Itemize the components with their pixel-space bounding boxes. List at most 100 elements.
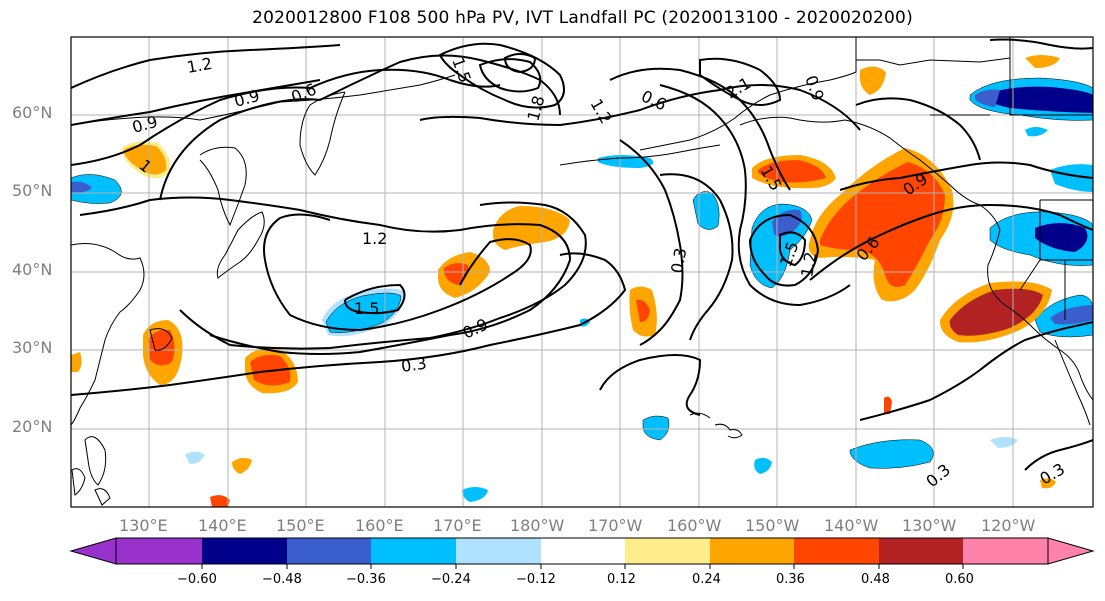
coast-canada-inland <box>856 37 1093 116</box>
lon-label: 160°W <box>667 516 722 535</box>
contour-big-loop <box>159 54 561 201</box>
lon-label: 170°W <box>588 516 643 535</box>
shade-pos-20n-a <box>232 457 252 474</box>
contour-east-big <box>659 84 851 307</box>
shade-neg-ne-core <box>985 86 1093 113</box>
shade-pos-130e-core <box>148 329 175 366</box>
shade-pos-ne-small <box>859 66 886 95</box>
colorbar-tick-label: 0.36 <box>776 572 805 587</box>
colorbar-tick-label: 0.48 <box>861 572 890 587</box>
colorbar-seg <box>202 538 287 564</box>
coast-aleutians <box>559 144 721 166</box>
coast-okhotsk <box>199 146 247 227</box>
contour-0-3-se <box>1024 439 1093 471</box>
colorbar-tick-label: 0.60 <box>945 572 974 587</box>
lat-label: 30°N <box>12 338 53 357</box>
contour-1-8-loop <box>478 58 542 93</box>
lat-label: 40°N <box>12 260 53 279</box>
contour-east-loop <box>748 213 820 287</box>
lon-label: 140°W <box>824 516 879 535</box>
lat-label: 20°N <box>12 417 53 436</box>
shade-neg-20n-c <box>462 487 488 502</box>
shade-pos-west-50n-core <box>124 144 167 175</box>
contour-1-2-nw <box>71 44 341 89</box>
shade-neg-ne-small <box>1025 127 1048 137</box>
coast-japan <box>216 211 265 279</box>
contour-ne-arc <box>855 97 981 161</box>
coast-us-states <box>1019 199 1093 320</box>
contour-label: 1.2 <box>185 54 213 77</box>
shade-neg-nw-pacific <box>71 174 122 204</box>
coast-ph-islands <box>71 468 111 506</box>
contour-label: 1.2 <box>587 96 616 128</box>
contour-label: 1.5 <box>354 299 379 318</box>
shade-neg-20n-d <box>754 457 772 474</box>
contour-0-9-nw <box>71 79 321 126</box>
shade-neg-20n-a <box>642 415 670 441</box>
shade-pos-150w-core <box>758 160 826 183</box>
shade-pos-125w-core <box>949 288 1043 336</box>
colorbar-tick-label: 0.24 <box>692 572 721 587</box>
graticule <box>71 37 1093 507</box>
map-title: 2020012800 F108 500 hPa PV, IVT Landfall… <box>252 8 913 28</box>
shade-pos-175w <box>493 206 570 250</box>
contour-0-9-east <box>839 161 1093 191</box>
contour-center-wide <box>419 84 861 131</box>
contour-label: 1.8 <box>524 94 549 124</box>
contour-0-3-vertical <box>619 139 734 346</box>
contour-label: 1.2 <box>797 250 820 278</box>
coast-kamchatka <box>299 91 346 176</box>
shade-pos-ne-small2 <box>1025 55 1060 68</box>
colorbar-seg <box>371 538 456 564</box>
shade-neg-20n-e <box>185 451 205 464</box>
lon-label: 130°W <box>902 516 957 535</box>
coast-hawaii <box>689 412 743 439</box>
pv-contours <box>71 38 1093 471</box>
lon-label: 140°E <box>198 516 247 535</box>
colorbar-tick-label: −0.12 <box>516 572 556 587</box>
colorbar-frame <box>115 537 1049 565</box>
lat-label: 50°N <box>12 181 53 200</box>
coast-taiwan-phil <box>84 328 173 486</box>
contour-label: 1.2 <box>362 229 387 248</box>
contour-2-1 <box>699 57 782 106</box>
colorbar-extend-high <box>1047 537 1095 565</box>
shade-neg-ne-mid <box>975 89 1000 107</box>
colorbar <box>69 537 1095 569</box>
coast-baja <box>1054 339 1091 426</box>
contour-core-small <box>503 53 537 74</box>
contour-label: 0.6 <box>638 86 669 114</box>
contour-label: 0.9 <box>130 112 160 137</box>
contour-label: 0.3 <box>922 460 954 491</box>
contour-1-5-inner <box>344 283 406 315</box>
coast-alaska-south <box>739 116 1093 401</box>
coastlines <box>71 37 1093 506</box>
shade-neg-nw-core <box>71 181 92 193</box>
colorbar-extend-low <box>69 537 117 565</box>
colorbar-seg <box>794 538 879 564</box>
colorbar-seg <box>116 538 202 564</box>
contour-1-2-main <box>79 196 572 355</box>
shade-neg-cal-core <box>1050 305 1093 325</box>
shade-neg-50n-west <box>1050 164 1093 192</box>
shade-pos-20n-c <box>884 396 892 414</box>
shade-pos-w-edge <box>71 352 82 372</box>
contour-0-6-east2 <box>809 203 1093 281</box>
lat-label: 60°N <box>12 103 53 122</box>
coast-korea-china <box>71 243 145 426</box>
lon-label: 130°E <box>119 516 168 535</box>
contour-label: 2.1 <box>723 73 755 102</box>
lon-label: 160°E <box>355 516 404 535</box>
shade-pos-20n-b <box>210 495 230 507</box>
contour-label: 0.9 <box>460 315 491 343</box>
shade-neg-20n-f <box>990 437 1018 448</box>
contour-0-3-east <box>859 321 1093 421</box>
contour-0-6-east <box>609 67 791 191</box>
contour-1-5-loop <box>438 42 565 109</box>
contour-label: 0.3 <box>667 246 690 274</box>
shade-neg-20n-b <box>849 439 934 469</box>
colorbar-tick-label: −0.36 <box>346 572 386 587</box>
lon-label: 150°W <box>745 516 800 535</box>
colorbar-tick-label: −0.24 <box>431 572 471 587</box>
